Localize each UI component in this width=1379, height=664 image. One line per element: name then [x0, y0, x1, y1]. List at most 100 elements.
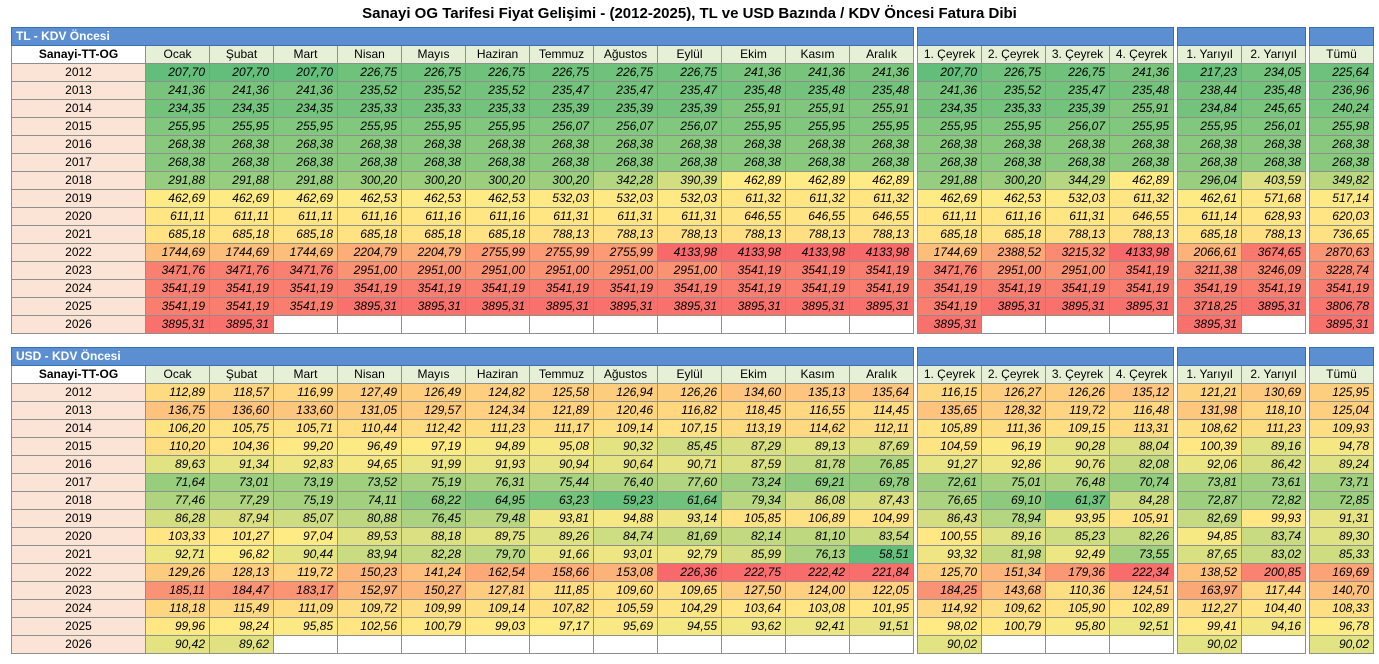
value-cell: 462,53	[981, 189, 1046, 208]
row-year: 2014	[11, 99, 146, 118]
value-cell: 3541,19	[1109, 261, 1174, 280]
table-row: 2024 118,18 115,49 111,09 109,72 109,99 109,14…	[11, 599, 1374, 618]
value-cell: 2388,52	[981, 243, 1046, 262]
value-cell: 235,47	[657, 81, 722, 100]
value-cell: 118,45	[721, 401, 786, 420]
value-cell: 3895,31	[465, 297, 530, 316]
value-cell: 3895,31	[209, 315, 274, 334]
value-cell: 462,69	[209, 189, 274, 208]
value-cell: 105,59	[593, 599, 658, 618]
value-cell: 207,70	[917, 63, 982, 82]
value-cell: 158,66	[529, 563, 594, 582]
value-cell: 241,36	[917, 81, 982, 100]
value-cell: 111,85	[529, 581, 594, 600]
value-cell: 226,75	[529, 63, 594, 82]
value-cell: 133,60	[273, 401, 338, 420]
value-cell: 234,35	[209, 99, 274, 118]
value-cell: 79,48	[465, 509, 530, 528]
value-cell: 4133,98	[721, 243, 786, 262]
value-cell: 93,62	[721, 617, 786, 636]
value-cell: 163,97	[1177, 581, 1242, 600]
value-cell: 140,70	[1309, 581, 1374, 600]
value-cell: 207,70	[273, 63, 338, 82]
value-cell: 255,95	[849, 117, 914, 136]
value-cell: 255,91	[721, 99, 786, 118]
value-cell: 112,11	[849, 419, 914, 438]
column-header: Temmuz	[529, 365, 594, 384]
value-cell: 611,16	[337, 207, 402, 226]
value-cell: 72,61	[917, 473, 982, 492]
value-cell: 80,88	[337, 509, 402, 528]
column-header-row: Sanayi-TT-OG Ocak Şubat Mart Nisan Mayıs Hazir…	[11, 365, 1374, 384]
value-cell: 90,71	[657, 455, 722, 474]
value-cell: 117,44	[1241, 581, 1306, 600]
value-cell: 73,24	[721, 473, 786, 492]
column-header: 1. Yarıyıl	[1177, 365, 1242, 384]
value-cell	[1109, 635, 1174, 654]
value-cell: 3895,31	[1309, 315, 1374, 334]
column-header: Aralık	[849, 365, 914, 384]
value-cell: 94,88	[593, 509, 658, 528]
value-cell: 83,94	[337, 545, 402, 564]
value-cell: 112,42	[401, 419, 466, 438]
value-cell: 108,33	[1309, 599, 1374, 618]
value-cell	[593, 315, 658, 334]
value-cell: 3895,31	[337, 297, 402, 316]
value-cell: 255,95	[1109, 117, 1174, 136]
value-cell: 73,01	[209, 473, 274, 492]
column-header: 1. Çeyrek	[917, 45, 982, 64]
value-cell: 70,74	[1109, 473, 1174, 492]
value-cell: 685,18	[337, 225, 402, 244]
value-cell: 268,38	[209, 153, 274, 172]
value-cell: 72,87	[1177, 491, 1242, 510]
table-row: 2021 685,18 685,18 685,18 685,18 685,18 685,18…	[11, 225, 1374, 244]
value-cell: 268,38	[529, 135, 594, 154]
value-cell: 788,13	[785, 225, 850, 244]
value-cell: 788,13	[849, 225, 914, 244]
value-cell: 2755,99	[529, 243, 594, 262]
value-cell: 96,82	[209, 545, 274, 564]
value-cell: 3541,19	[401, 279, 466, 298]
value-cell: 3471,76	[273, 261, 338, 280]
value-cell: 268,38	[917, 153, 982, 172]
value-cell: 2066,61	[1177, 243, 1242, 262]
value-cell: 104,99	[849, 509, 914, 528]
value-cell: 255,91	[849, 99, 914, 118]
row-year: 2012	[11, 63, 146, 82]
value-cell: 3246,09	[1241, 261, 1306, 280]
value-cell: 73,55	[1109, 545, 1174, 564]
table-row: 2026 90,42 89,62 90,02 90,02 90,02	[11, 635, 1374, 654]
value-cell: 124,34	[465, 401, 530, 420]
value-cell: 788,13	[593, 225, 658, 244]
column-header: Ocak	[145, 365, 210, 384]
value-cell: 342,28	[593, 171, 658, 190]
value-cell: 268,38	[981, 153, 1046, 172]
value-cell: 90,28	[1045, 437, 1110, 456]
value-cell: 268,38	[1109, 153, 1174, 172]
value-cell: 3541,19	[145, 297, 210, 316]
value-cell: 3895,31	[849, 297, 914, 316]
value-cell: 86,43	[917, 509, 982, 528]
value-cell: 300,20	[529, 171, 594, 190]
value-cell: 124,82	[465, 383, 530, 402]
value-cell: 92,51	[1109, 617, 1174, 636]
value-cell: 646,55	[785, 207, 850, 226]
value-cell	[981, 315, 1046, 334]
value-cell: 63,23	[529, 491, 594, 510]
value-cell: 2755,99	[593, 243, 658, 262]
value-cell: 121,21	[1177, 383, 1242, 402]
value-cell: 207,70	[145, 63, 210, 82]
value-cell: 3541,19	[465, 279, 530, 298]
value-cell: 571,68	[1241, 189, 1306, 208]
value-cell: 4133,98	[1109, 243, 1174, 262]
value-cell: 112,89	[145, 383, 210, 402]
value-cell: 121,89	[529, 401, 594, 420]
value-cell: 255,98	[1309, 117, 1374, 136]
value-cell: 268,38	[401, 153, 466, 172]
value-cell: 73,81	[1177, 473, 1242, 492]
value-cell: 109,65	[657, 581, 722, 600]
column-header: 2. Yarıyıl	[1241, 365, 1306, 384]
value-cell: 81,69	[657, 527, 722, 546]
value-cell: 2204,79	[401, 243, 466, 262]
value-cell: 611,32	[721, 189, 786, 208]
